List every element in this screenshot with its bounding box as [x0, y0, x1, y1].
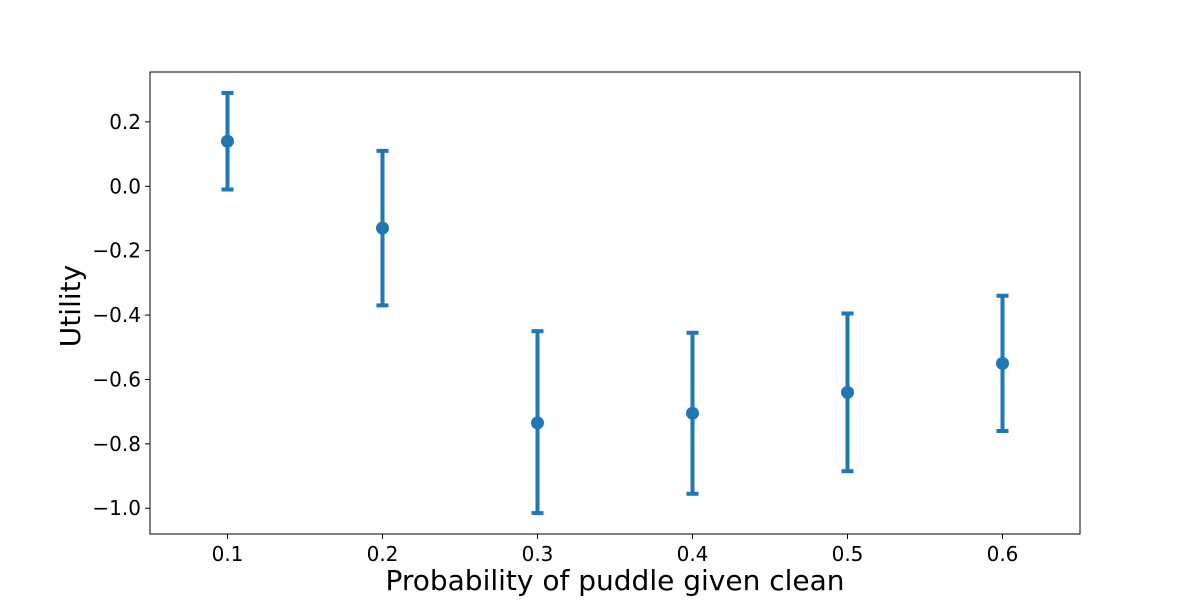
x-tick-label: 0.3 — [522, 542, 554, 566]
plot-marks — [221, 90, 1009, 516]
plot-frame — [149, 71, 1081, 535]
x-tick-label: 0.4 — [677, 542, 709, 566]
x-tick-label: 0.1 — [212, 542, 244, 566]
data-point — [221, 134, 234, 148]
data-point — [841, 385, 854, 399]
x-tick-label: 0.6 — [987, 542, 1019, 566]
data-point — [376, 221, 389, 235]
y-tick-label: 0.0 — [109, 174, 141, 198]
y-tick-label: −0.4 — [92, 303, 141, 327]
y-tick-label: −0.8 — [92, 432, 141, 456]
data-point — [686, 406, 699, 420]
x-axis: 0.1 0.2 0.3 0.4 0.5 0.6 — [212, 534, 1019, 566]
y-axis-label: Utility — [54, 265, 87, 347]
x-tick-label: 0.2 — [367, 542, 399, 566]
y-tick-label: −0.6 — [92, 367, 141, 391]
data-point — [996, 356, 1009, 370]
x-axis-label: Probability of puddle given clean — [385, 564, 844, 597]
x-tick-label: 0.5 — [832, 542, 864, 566]
y-tick-label: −1.0 — [92, 496, 141, 520]
y-tick-label: −0.2 — [92, 239, 141, 263]
data-point — [531, 416, 544, 430]
y-axis: 0.2 0.0 −0.2 −0.4 −0.6 −0.8 −1.0 — [92, 110, 150, 520]
y-tick-label: 0.2 — [109, 110, 141, 134]
